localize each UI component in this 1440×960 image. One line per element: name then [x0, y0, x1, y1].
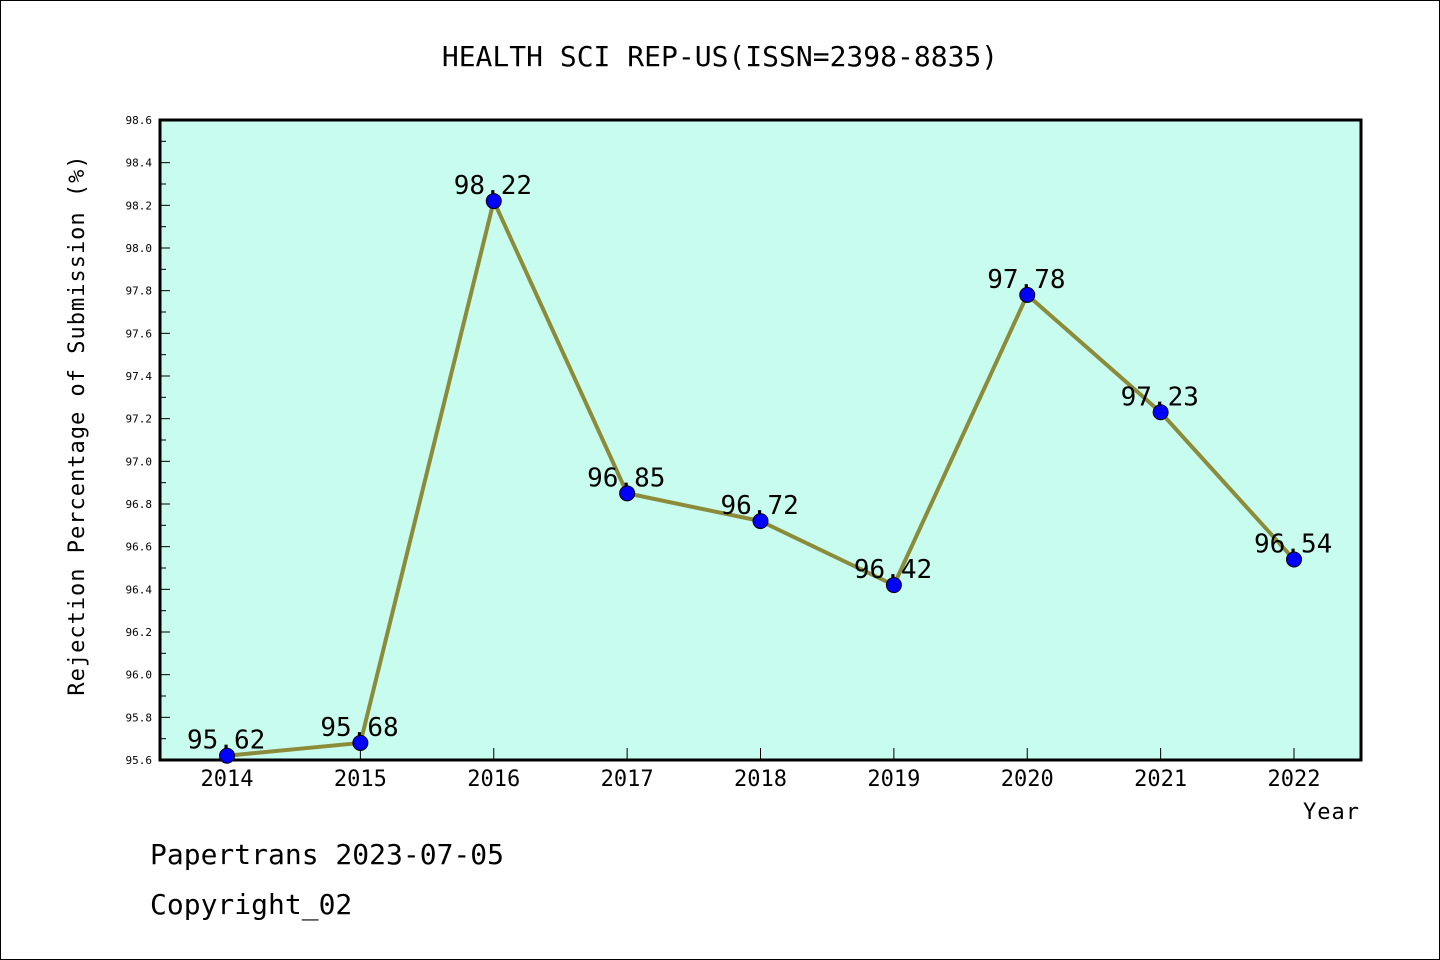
- y-tick-label: 97.8: [126, 285, 153, 298]
- x-axis-label: Year: [1303, 800, 1360, 825]
- data-point: [219, 747, 235, 764]
- y-tick-label: 97.4: [126, 370, 153, 383]
- y-tick-label: 96.4: [126, 583, 153, 596]
- y-axis: 95.6 95.8 96.0 96.2 96.4 96.6 96.8 97.0 97.2 97.4…: [126, 114, 170, 767]
- x-tick-label: 2020: [1001, 767, 1054, 792]
- data-label: 97.23: [1121, 382, 1199, 412]
- data-label: 95.68: [320, 713, 398, 743]
- data-point: [619, 485, 636, 502]
- x-tick-label: 2014: [201, 767, 254, 792]
- data-point: [485, 193, 502, 210]
- x-tick-label: 2016: [467, 767, 520, 792]
- y-tick-label: 96.6: [126, 541, 153, 554]
- data-label: 96.42: [854, 555, 932, 585]
- y-tick-label: 96.0: [126, 669, 153, 682]
- data-point: [752, 513, 769, 530]
- data-point: [1019, 286, 1036, 303]
- y-tick-label: 98.4: [126, 157, 153, 170]
- y-tick-label: 95.8: [126, 711, 153, 724]
- chart-title: HEALTH SCI REP-US(ISSN=2398-8835): [442, 40, 998, 73]
- y-tick-label: 97.6: [126, 327, 153, 340]
- data-point: [885, 577, 902, 594]
- footer-date: Papertrans 2023-07-05: [150, 838, 504, 871]
- y-tick-label: 96.2: [126, 626, 153, 639]
- x-tick-label: 2021: [1134, 767, 1187, 792]
- footer-copyright: Copyright_02: [150, 888, 352, 922]
- x-tick-label: 2015: [334, 767, 387, 792]
- x-tick-label: 2022: [1268, 767, 1321, 792]
- x-tick-label: 2019: [867, 767, 920, 792]
- y-tick-label: 98.2: [126, 199, 153, 212]
- series-rejection: 95.62 95.68 98.22 96.85 96.72 96.42 97.78 97.23…: [187, 171, 1332, 764]
- data-label: 98.22: [454, 171, 532, 201]
- y-tick-label: 97.0: [126, 455, 153, 468]
- y-tick-label: 97.2: [126, 413, 153, 426]
- y-tick-label: 98.0: [126, 242, 153, 255]
- data-label: 96.72: [721, 491, 799, 521]
- y-tick-label: 98.6: [126, 114, 153, 127]
- y-axis-label: Rejection Percentage of Submission (%): [65, 154, 90, 695]
- data-label: 96.85: [587, 463, 665, 493]
- plot-area: [158, 118, 1363, 762]
- x-axis: 2014 2015 2016 2017 2018 2019 2020 2021 2022: [201, 748, 1321, 792]
- x-tick-label: 2018: [734, 767, 787, 792]
- y-tick-label: 96.8: [126, 498, 153, 511]
- data-point: [1152, 404, 1169, 421]
- data-point: [352, 734, 369, 751]
- y-tick-label: 95.6: [126, 754, 153, 767]
- data-label: 97.78: [987, 265, 1065, 295]
- data-label: 95.62: [187, 726, 265, 756]
- x-tick-label: 2017: [601, 767, 654, 792]
- data-point: [1286, 551, 1302, 568]
- data-label: 96.54: [1254, 529, 1332, 559]
